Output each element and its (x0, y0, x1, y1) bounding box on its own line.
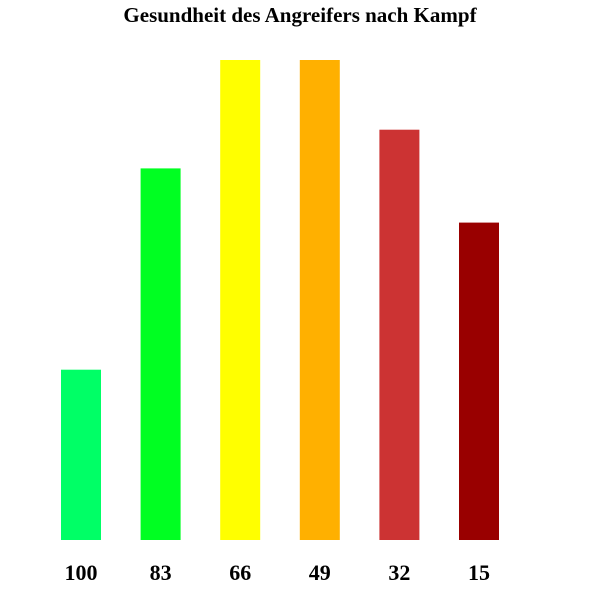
bar-83 (140, 168, 181, 540)
bar-100 (61, 369, 101, 540)
x-tick-label-49: 49 (309, 560, 331, 585)
x-tick-labels: 100 83 66 49 32 15 (65, 560, 491, 585)
bar-32 (379, 129, 420, 540)
bar-15 (459, 222, 499, 540)
x-tick-label-100: 100 (65, 560, 98, 585)
bar-66 (220, 60, 261, 540)
x-tick-label-15: 15 (468, 560, 490, 585)
x-tick-label-83: 83 (150, 560, 172, 585)
chart-title: Gesundheit des Angreifers nach Kampf (123, 3, 477, 27)
bars-group (61, 60, 499, 540)
bar-49 (299, 60, 340, 540)
x-tick-label-66: 66 (229, 560, 251, 585)
x-tick-label-32: 32 (388, 560, 410, 585)
